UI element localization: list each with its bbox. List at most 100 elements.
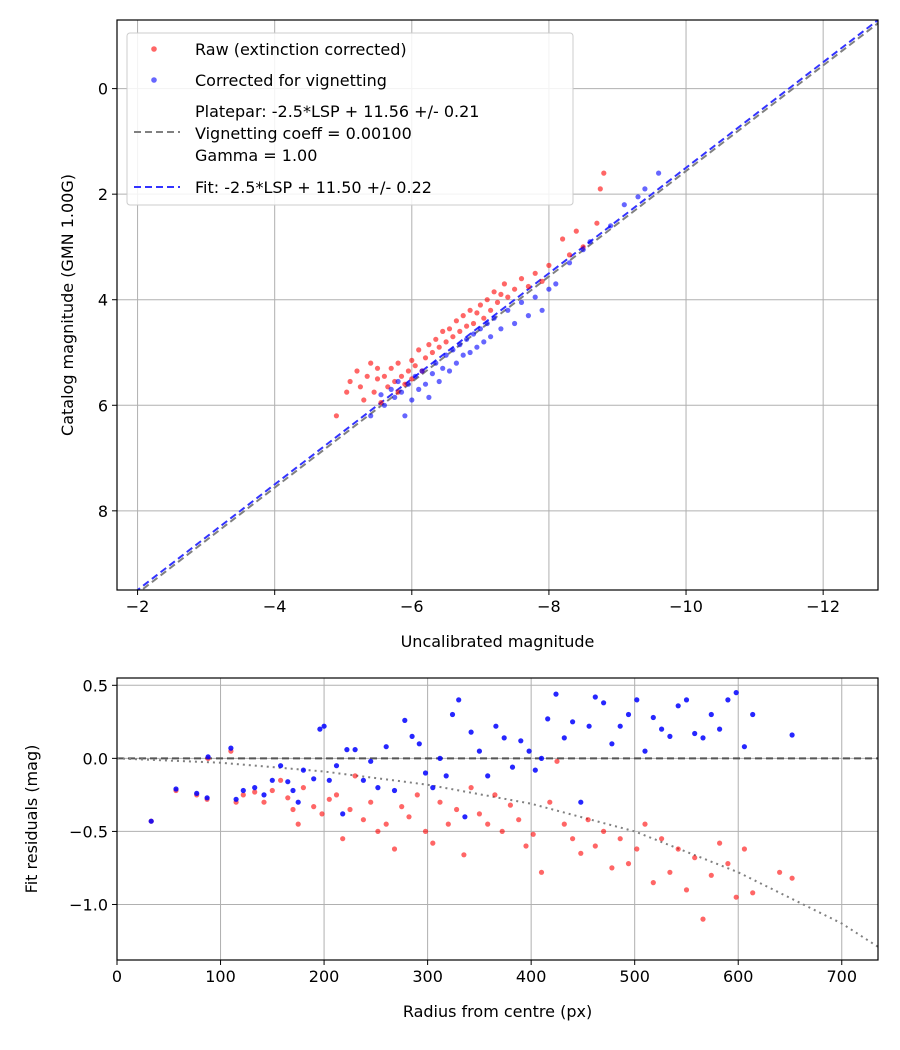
residuals-x-axis-label: Radius from centre (px)	[403, 1002, 592, 1021]
x-tick-label: 0	[112, 967, 122, 986]
corrected-point	[378, 392, 384, 398]
raw-point	[494, 299, 501, 305]
corrected-point	[476, 748, 482, 754]
residuals-plot-frame	[116, 677, 879, 961]
raw-point	[507, 802, 513, 808]
corrected-point	[468, 729, 474, 735]
corrected-point	[409, 397, 415, 403]
raw-point	[454, 806, 460, 813]
corrected-point	[429, 371, 435, 377]
raw-point	[488, 307, 494, 313]
raw-point	[437, 799, 443, 805]
raw-point	[566, 252, 573, 258]
raw-point	[750, 890, 756, 896]
raw-point	[252, 789, 258, 795]
y-tick-label: 4	[98, 291, 108, 310]
corrected-point	[204, 795, 210, 801]
raw-point	[461, 852, 467, 858]
raw-point	[708, 872, 714, 878]
residuals-y-axis-label: Fit residuals (mag)	[22, 745, 41, 894]
corrected-point	[545, 716, 551, 722]
y-tick-label: 2	[98, 185, 108, 204]
raw-point	[617, 836, 623, 842]
corrected-point	[269, 777, 275, 783]
corrected-point	[553, 691, 559, 697]
raw-point	[414, 792, 420, 798]
raw-point	[374, 365, 381, 371]
raw-point	[468, 785, 474, 791]
corrected-point	[405, 381, 411, 387]
raw-point	[578, 850, 584, 856]
raw-point	[391, 846, 398, 852]
raw-point	[554, 758, 560, 764]
legend-vignetting-coeff: Vignetting coeff = 0.00100	[195, 124, 412, 143]
raw-point	[532, 270, 538, 276]
corrected-point	[750, 711, 756, 718]
corrected-point	[333, 763, 340, 769]
raw-point	[481, 315, 487, 321]
corrected-point	[481, 339, 487, 345]
corrected-point	[375, 785, 381, 791]
raw-point	[523, 843, 529, 849]
corrected-point	[278, 763, 284, 769]
corrected-point	[789, 732, 795, 738]
raw-point	[700, 916, 706, 922]
raw-point	[422, 828, 429, 835]
raw-point	[381, 373, 387, 379]
raw-point	[717, 840, 723, 846]
corrected-point	[462, 814, 468, 820]
corrected-point	[453, 360, 459, 366]
raw-point	[561, 821, 567, 827]
raw-point	[399, 804, 405, 810]
raw-point	[601, 828, 607, 835]
corrected-point	[580, 247, 586, 253]
corrected-point	[240, 787, 246, 794]
corrected-point	[511, 320, 518, 327]
raw-point	[667, 869, 673, 875]
corrected-point	[440, 365, 446, 371]
legend-platepar-label: Platepar: -2.5*LSP + 11.56 +/- 0.21	[195, 102, 479, 121]
corrected-point	[493, 723, 499, 729]
y-tick-label: 8	[98, 502, 108, 521]
raw-point	[360, 817, 366, 823]
corrected-point	[464, 336, 470, 342]
x-tick-label: −10	[669, 597, 703, 616]
corrected-point	[295, 799, 301, 805]
corrected-point	[352, 747, 358, 753]
corrected-point	[505, 307, 511, 313]
corrected-point	[539, 307, 545, 313]
raw-point	[609, 865, 615, 871]
raw-point	[278, 777, 284, 783]
raw-point	[300, 785, 306, 791]
raw-point	[290, 806, 296, 813]
corrected-point	[285, 779, 291, 785]
corrected-point	[659, 726, 665, 732]
corrected-point	[546, 286, 552, 292]
corrected-point	[587, 239, 593, 245]
raw-point	[450, 334, 456, 340]
corrected-point	[488, 334, 494, 340]
raw-point	[371, 389, 377, 395]
x-tick-label: 200	[309, 967, 340, 986]
raw-point	[388, 365, 394, 371]
raw-point	[741, 846, 748, 852]
corrected-point	[430, 785, 436, 791]
corrected-point	[656, 170, 662, 176]
corrected-point	[467, 349, 473, 356]
corrected-point	[402, 717, 408, 724]
raw-point	[546, 262, 552, 268]
legend-box	[126, 32, 574, 206]
calibration-chart: −2 −4 −6 −8 −10 −12 0 2 4 6 8 Uncalibrated magnitu…	[58, 19, 879, 651]
y-tick-label: 0	[98, 80, 108, 99]
x-tick-label: 600	[723, 967, 754, 986]
raw-point	[344, 389, 350, 395]
raw-point	[725, 861, 731, 867]
corrected-point	[252, 785, 258, 791]
corrected-point	[391, 787, 398, 794]
corrected-point	[561, 735, 567, 741]
raw-point	[594, 220, 600, 226]
raw-point	[470, 320, 477, 327]
corrected-point	[368, 758, 374, 764]
corrected-point	[383, 744, 389, 750]
